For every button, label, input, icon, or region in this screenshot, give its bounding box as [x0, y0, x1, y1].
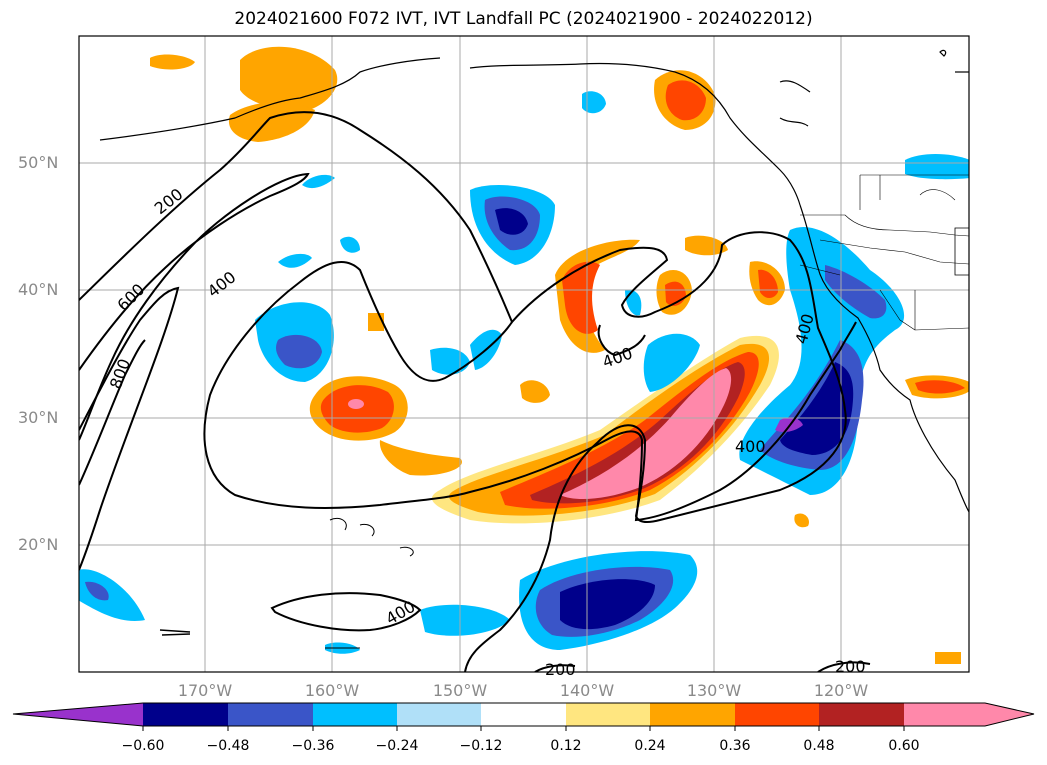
contour-label: 400	[204, 267, 240, 301]
lon-label: 120°W	[813, 681, 869, 700]
colorbar-tick-label: −0.36	[291, 738, 335, 754]
lon-label: 160°W	[304, 681, 360, 700]
map-title: 2024021600 F072 IVT, IVT Landfall PC (20…	[234, 9, 813, 29]
contour-label: 400	[735, 437, 766, 456]
colorbar-segment	[904, 703, 1034, 726]
ivt-contour-400-north	[597, 324, 646, 357]
ivt-contour-400-south	[270, 592, 422, 632]
contour-label: 400	[383, 597, 419, 629]
colorbar-tick-label: −0.48	[206, 738, 250, 754]
lon-label: 170°W	[177, 681, 233, 700]
ivt-contours	[79, 111, 871, 672]
colorbar-tick-label: 0.36	[719, 738, 751, 754]
ivt-pc-shading	[79, 46, 969, 664]
colorbar-tick-label: 0.12	[550, 738, 582, 754]
lon-label: 150°W	[432, 681, 488, 700]
colorbar-segment	[228, 703, 313, 726]
graticule	[79, 36, 969, 672]
colorbar-segment	[13, 703, 143, 726]
lat-label: 20°N	[18, 535, 59, 554]
colorbar-segment	[143, 703, 228, 726]
ivt-contour-800	[79, 339, 146, 486]
ivt-contour-200	[79, 111, 847, 672]
colorbar-segment	[313, 703, 397, 726]
colorbar-tick-label: −0.12	[459, 738, 503, 754]
contour-label: 200	[835, 657, 866, 676]
colorbar-tick-label: 0.60	[888, 738, 920, 754]
ivt-contour-200-south	[534, 661, 871, 672]
contour-label: 600	[113, 280, 148, 315]
contour-label: 800	[106, 356, 134, 391]
contour-label: 200	[545, 660, 576, 679]
colorbar-tick-label: 0.48	[803, 738, 835, 754]
coastlines	[99, 49, 969, 649]
contour-label: 200	[151, 184, 187, 218]
map-frame	[78, 35, 970, 673]
lat-label: 30°N	[18, 408, 59, 427]
positive-plume-pink	[560, 368, 732, 500]
ivt-contour-600	[79, 286, 180, 571]
colorbar-segment	[735, 703, 819, 726]
colorbar-segment	[819, 703, 904, 726]
lat-label: 40°N	[18, 280, 59, 299]
lon-label: 130°W	[686, 681, 742, 700]
alaska-blob	[240, 46, 338, 112]
colorbar-segment	[397, 703, 481, 726]
colorbar-segment	[481, 703, 566, 726]
ivt-contour-400-outer	[79, 172, 310, 441]
ivt-contour-400-loop	[203, 261, 857, 522]
lon-label: 140°W	[559, 681, 615, 700]
colorbar	[12, 702, 1035, 731]
colorbar-tick-label: −0.60	[121, 738, 165, 754]
colorbar-segment	[650, 703, 735, 726]
colorbar-tick-label: −0.24	[375, 738, 419, 754]
lat-label: 50°N	[18, 153, 59, 172]
us-west-coast	[799, 204, 969, 513]
colorbar-tick-label: 0.24	[634, 738, 666, 754]
alaska-coast	[99, 57, 801, 206]
colorbar-segment	[566, 703, 650, 726]
